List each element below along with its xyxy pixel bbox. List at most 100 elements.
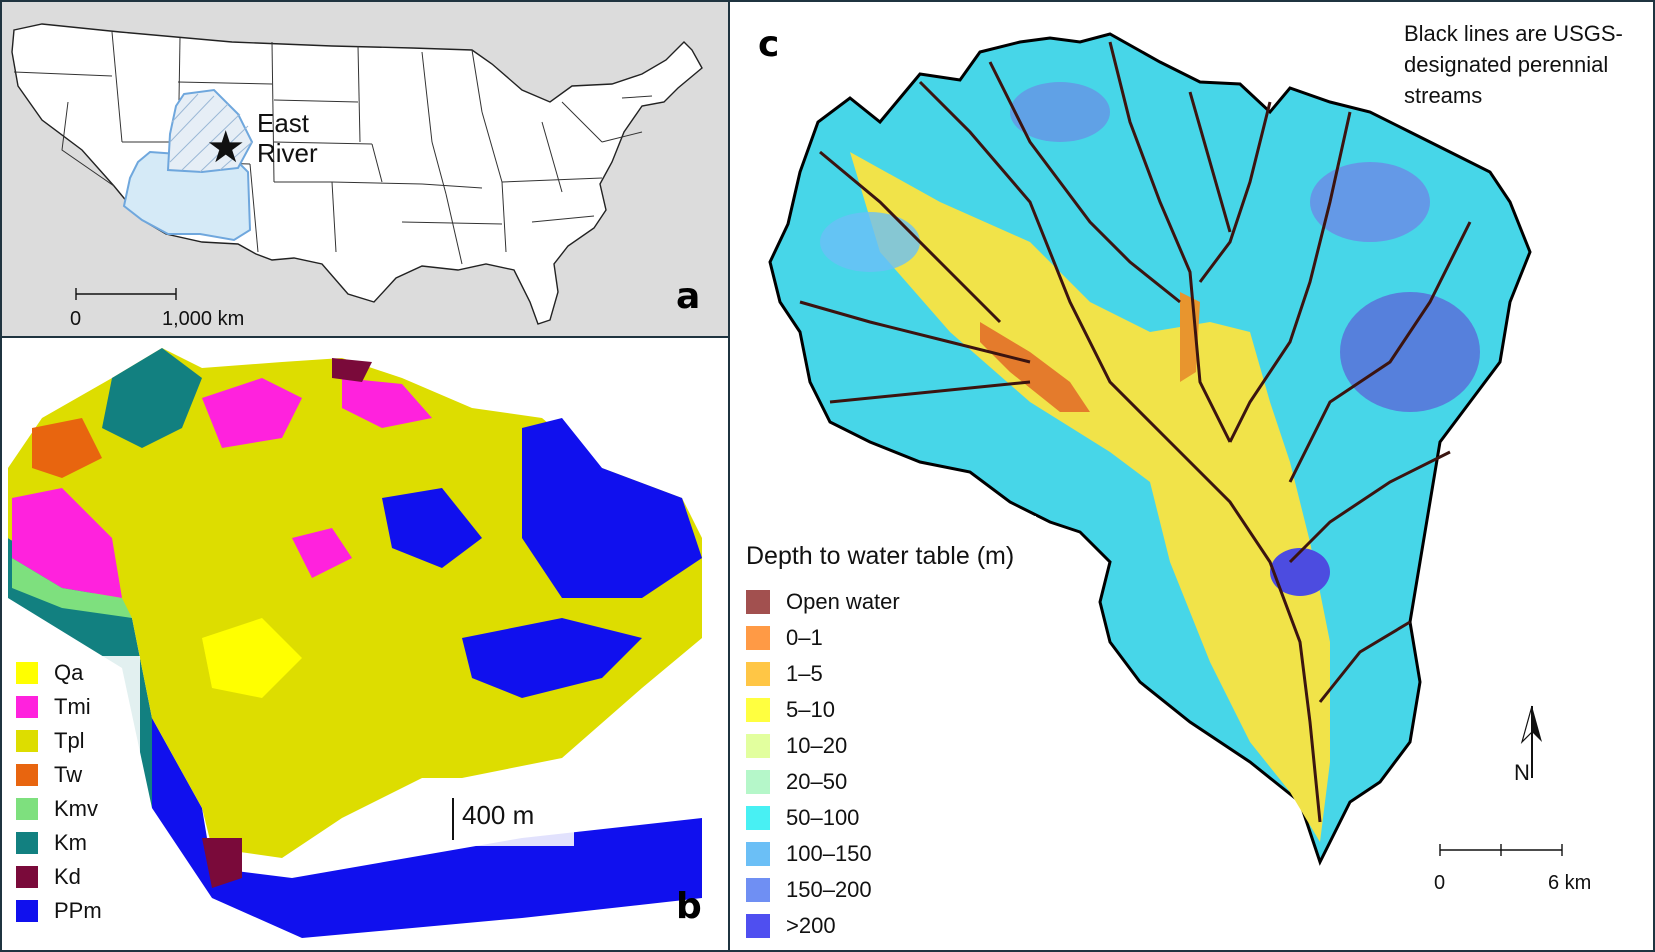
map-scale-box: 0 6 km <box>1430 834 1610 914</box>
legend-swatch <box>16 866 38 888</box>
yellow-valley-zone <box>850 152 1330 842</box>
legend-label: Kmv <box>54 796 98 821</box>
legend-item: 150–200 <box>746 874 872 906</box>
vertical-scale-line <box>452 798 454 840</box>
unit-kd-top <box>332 358 372 382</box>
stream-note: Black lines are USGS-designated perennia… <box>1396 16 1646 108</box>
panel-c-water-table-map: c Black lines are USGS-designated perenn… <box>728 0 1655 952</box>
model-side-wall-front <box>152 718 702 938</box>
colorado-basin-lower <box>122 150 252 242</box>
legend-swatch <box>746 914 770 938</box>
deep-zone-east <box>1340 292 1480 412</box>
north-label: N <box>1514 760 1530 785</box>
legend-label: Kd <box>54 864 81 889</box>
legend-label: 100–150 <box>786 841 872 866</box>
legend-swatch <box>16 832 38 854</box>
legend-item: Kmv <box>16 794 98 824</box>
legend-swatch <box>746 698 770 722</box>
vertical-scale-label: 400 m <box>462 800 535 830</box>
scale-zero-label: 0 <box>70 308 82 330</box>
legend-label: 50–100 <box>786 805 860 830</box>
legend-swatch <box>746 842 770 866</box>
legend-swatch <box>16 662 38 684</box>
unit-kd-base <box>202 838 242 888</box>
map-scale-bar <box>75 288 177 300</box>
legend-label: >200 <box>786 913 836 938</box>
watershed-map <box>768 32 1532 866</box>
legend-item: Km <box>16 828 87 858</box>
us-map: ★ <box>11 23 703 325</box>
legend-label: 10–20 <box>786 733 848 758</box>
site-label-line2: River <box>257 138 318 168</box>
legend-swatch <box>746 734 770 758</box>
legend-item: 100–150 <box>746 838 872 870</box>
legend-swatch <box>746 878 770 902</box>
geology-legend: Qa Tmi Tpl Tw Kmv Km Kd PPm <box>8 656 140 932</box>
legend-title: Depth to water table (m) <box>746 542 1015 570</box>
legend-item: Qa <box>16 658 83 688</box>
legend-item: Kd <box>16 862 81 892</box>
depth-legend: Depth to water table (m) Open water 0–1 … <box>736 516 1036 950</box>
legend-item: Tw <box>16 760 82 790</box>
deep-zone-west <box>820 212 920 272</box>
panel-b-geology-model: Qa Tmi Tpl Tw Kmv Km Kd PPm 400 m b <box>0 336 730 952</box>
legend-swatch <box>16 764 38 786</box>
legend-swatch <box>16 730 38 752</box>
site-label-line1: East <box>257 108 310 138</box>
unit-tmi-top <box>202 378 302 448</box>
unit-tmi-left <box>12 488 122 598</box>
unit-ppm-mid <box>382 488 482 568</box>
scale-end-label: 6 km <box>1548 872 1592 894</box>
legend-swatch <box>746 806 770 830</box>
legend-label: 150–200 <box>786 877 872 902</box>
model-side-wall-left <box>8 538 152 808</box>
north-arrow-icon <box>1520 705 1542 778</box>
legend-label: 1–5 <box>786 661 823 686</box>
legend-item: 0–1 <box>746 622 823 654</box>
unit-ppm-right <box>522 418 702 598</box>
legend-label: Km <box>54 830 87 855</box>
vertical-scale-box: 400 m <box>442 790 574 846</box>
state-borders <box>13 31 653 265</box>
unit-ppm-lower <box>462 618 642 698</box>
unit-tmi-mid <box>292 528 352 578</box>
star-icon: ★ <box>206 122 245 173</box>
deep-zone-north <box>1010 82 1110 142</box>
unit-tw <box>32 418 102 478</box>
unit-tmi-top2 <box>342 378 432 428</box>
legend-item: Tmi <box>16 692 91 722</box>
legend-label: Tw <box>54 762 83 787</box>
legend-label: 0–1 <box>786 625 823 650</box>
legend-swatch <box>16 798 38 820</box>
legend-label: 5–10 <box>786 697 835 722</box>
unit-qa-valley <box>202 618 302 698</box>
deep-zone-northeast <box>1310 162 1430 242</box>
stream-network <box>799 41 1472 823</box>
legend-label: PPm <box>54 898 102 923</box>
legend-swatch <box>16 696 38 718</box>
geology-3d-block <box>8 348 702 938</box>
legend-item: 50–100 <box>746 802 859 834</box>
legend-label: Tpl <box>54 728 85 753</box>
orange-floodplain <box>980 322 1090 412</box>
legend-item: >200 <box>746 910 836 942</box>
scale-end-label: 1,000 km <box>162 308 245 330</box>
legend-label: Open water <box>786 589 900 614</box>
legend-item: Open water <box>746 586 900 618</box>
legend-label: Qa <box>54 660 84 685</box>
unit-km-ridge <box>102 348 202 448</box>
legend-swatch <box>746 770 770 794</box>
legend-label: 20–50 <box>786 769 848 794</box>
unit-kmv-left <box>12 558 132 618</box>
legend-label: Tmi <box>54 694 91 719</box>
legend-item: PPm <box>16 896 102 926</box>
deep-zone-south <box>1270 548 1330 596</box>
panel-a-label: a <box>676 276 701 317</box>
legend-swatch <box>746 590 770 614</box>
legend-item: 1–5 <box>746 658 823 690</box>
legend-item: 20–50 <box>746 766 847 798</box>
legend-swatch <box>746 626 770 650</box>
panel-c-label: c <box>758 24 780 65</box>
legend-item: Tpl <box>16 726 85 756</box>
legend-item: 5–10 <box>746 694 835 726</box>
